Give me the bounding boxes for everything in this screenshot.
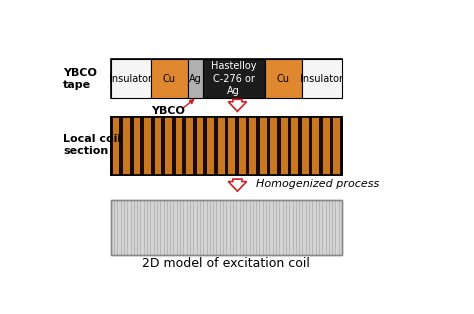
Bar (110, 59, 151, 98)
Bar (270, 117, 277, 176)
Bar (110, 59, 342, 98)
Bar (112, 117, 119, 176)
Bar (247, 117, 249, 176)
Bar (340, 117, 342, 176)
Bar (134, 117, 140, 176)
Text: Local coil
section: Local coil section (63, 134, 121, 156)
Bar (110, 200, 342, 255)
Bar (268, 117, 270, 176)
Bar (239, 117, 246, 176)
Text: Ag: Ag (189, 74, 201, 84)
Bar (290, 117, 292, 176)
Bar (228, 117, 235, 176)
Bar (227, 117, 228, 176)
Bar (300, 117, 302, 176)
Bar (182, 117, 184, 176)
Bar (188, 59, 202, 98)
Bar (110, 200, 342, 255)
Bar (265, 59, 301, 98)
Text: Insulator: Insulator (109, 74, 152, 84)
Bar (260, 117, 266, 176)
Bar (281, 117, 288, 176)
Bar (151, 117, 153, 176)
Bar (110, 117, 112, 176)
Bar (186, 117, 193, 176)
Bar (301, 59, 342, 98)
Bar (123, 117, 130, 176)
Bar (334, 117, 340, 176)
Bar (202, 59, 265, 98)
Text: Cu: Cu (163, 74, 176, 84)
Bar (161, 117, 163, 176)
Bar (332, 117, 334, 176)
Bar (310, 117, 312, 176)
Bar (197, 117, 203, 176)
Bar (302, 117, 309, 176)
Bar (121, 117, 123, 176)
Bar (151, 59, 188, 98)
Bar (330, 117, 332, 176)
Bar (292, 117, 298, 176)
Bar (132, 117, 134, 176)
Bar (195, 117, 197, 176)
Bar (110, 117, 342, 176)
Bar (144, 117, 151, 176)
Bar (235, 117, 237, 176)
Text: Insulator: Insulator (301, 74, 343, 84)
Bar (319, 117, 321, 176)
Text: Homogenized process: Homogenized process (256, 179, 379, 189)
Polygon shape (228, 179, 246, 191)
Bar (214, 117, 216, 176)
Text: YBCO: YBCO (151, 106, 184, 116)
Bar (216, 117, 218, 176)
Bar (205, 117, 207, 176)
Bar (312, 117, 319, 176)
Bar (203, 117, 205, 176)
Text: Hastelloy
C-276 or
Ag: Hastelloy C-276 or Ag (211, 61, 256, 96)
Bar (142, 117, 144, 176)
Bar (130, 117, 132, 176)
Bar (184, 117, 186, 176)
Bar (266, 117, 268, 176)
Bar (207, 117, 214, 176)
Bar (246, 117, 247, 176)
Bar (309, 117, 310, 176)
Bar (140, 117, 142, 176)
Bar (163, 117, 165, 176)
Bar (237, 117, 239, 176)
Bar (153, 117, 155, 176)
Bar (277, 117, 279, 176)
Bar (256, 117, 258, 176)
Bar (165, 117, 172, 176)
Bar (110, 117, 342, 176)
Bar (155, 117, 161, 176)
Bar (218, 117, 225, 176)
Text: Cu: Cu (277, 74, 290, 84)
Bar (172, 117, 174, 176)
Text: YBCO
tape: YBCO tape (63, 68, 97, 90)
Bar (119, 117, 121, 176)
Bar (323, 117, 330, 176)
Polygon shape (228, 99, 246, 111)
Bar (288, 117, 290, 176)
Bar (249, 117, 256, 176)
Bar (193, 117, 195, 176)
Bar (298, 117, 300, 176)
Text: 2D model of excitation coil: 2D model of excitation coil (143, 257, 310, 270)
Bar (321, 117, 323, 176)
Bar (258, 117, 260, 176)
Bar (225, 117, 227, 176)
Bar (176, 117, 182, 176)
Bar (279, 117, 281, 176)
Bar (174, 117, 176, 176)
